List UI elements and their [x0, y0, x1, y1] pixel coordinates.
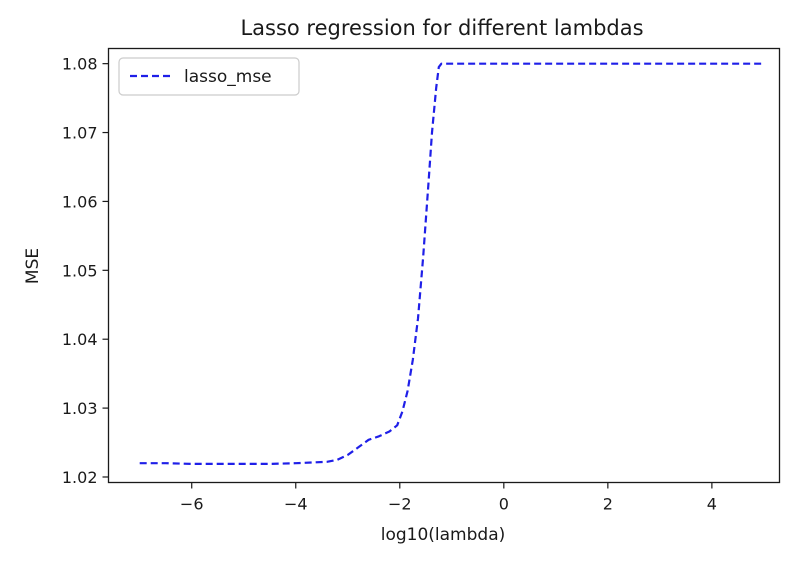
- x-tick-label: −2: [388, 495, 412, 514]
- y-tick-label: 1.07: [62, 124, 98, 143]
- y-tick-label: 1.06: [62, 192, 98, 211]
- x-tick-label: 2: [603, 495, 613, 514]
- plot-frame: [107, 47, 781, 484]
- legend: lasso_mse: [118, 57, 300, 96]
- legend-box: [118, 57, 300, 96]
- x-tick-label: −4: [284, 495, 308, 514]
- x-tick-label: −6: [180, 495, 204, 514]
- x-tick-label: 4: [707, 495, 717, 514]
- legend-label-lasso-mse: lasso_mse: [184, 67, 272, 87]
- chart-title: Lasso regression for different lambdas: [240, 16, 643, 40]
- series-line-lasso-mse: [139, 62, 764, 465]
- y-axis: 1.02 1.03 1.04 1.05 1.06 1.07 1.08: [62, 55, 109, 487]
- y-tick-label: 1.08: [62, 55, 98, 74]
- x-axis: −6 −4 −2 0 2 4: [180, 482, 717, 514]
- y-tick-label: 1.05: [62, 261, 98, 280]
- plot-area: [139, 62, 764, 465]
- x-tick-label: 0: [499, 495, 509, 514]
- y-axis-label: MSE: [23, 248, 43, 284]
- y-tick-label: 1.03: [62, 399, 98, 418]
- y-tick-label: 1.04: [62, 330, 98, 349]
- y-tick-label: 1.02: [62, 468, 98, 487]
- x-axis-label: log10(lambda): [381, 525, 506, 545]
